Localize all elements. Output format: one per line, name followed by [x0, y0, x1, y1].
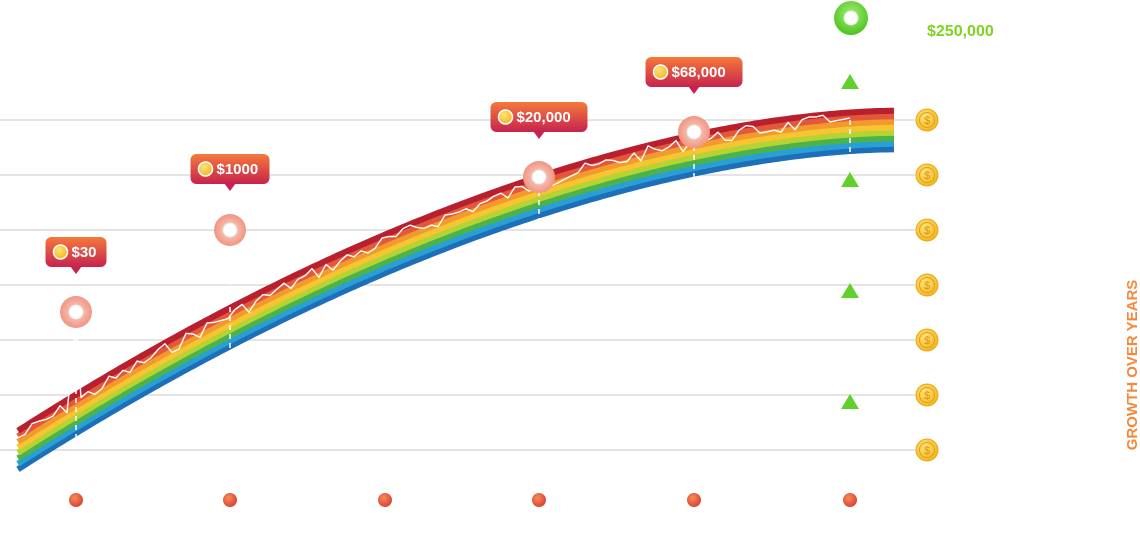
dollar-coin-icon: $	[915, 273, 939, 297]
rainbow-stripe	[16, 113, 894, 439]
dollar-coin-icon: $	[915, 163, 939, 187]
rainbow-stripe	[16, 118, 894, 445]
growth-arrows	[841, 74, 859, 409]
milestone-point	[68, 304, 84, 320]
rainbow-stripe	[16, 135, 894, 461]
svg-text:$: $	[924, 170, 930, 182]
coin-icon	[197, 161, 214, 177]
milestone-callout: $30	[45, 237, 107, 274]
milestone-label: $1000	[217, 161, 259, 178]
milestone-halos	[60, 116, 710, 328]
up-arrow-icon	[841, 74, 859, 89]
dollar-coin-icon: $	[915, 328, 939, 352]
top-milestone: $250,000	[834, 1, 994, 40]
svg-text:$: $	[924, 445, 930, 457]
rainbow-stripe	[16, 129, 894, 456]
x-axis-marker	[687, 493, 701, 507]
milestone-point	[686, 124, 702, 140]
milestone-callout: $68,000	[645, 57, 743, 94]
dollar-coin-icon: $	[915, 383, 939, 407]
rainbow-band	[16, 107, 894, 472]
dollar-coin-icon: $	[915, 438, 939, 462]
goal-label: $250,000	[927, 23, 994, 40]
svg-text:$: $	[924, 390, 930, 402]
milestone-callout: $1000	[190, 154, 270, 191]
rainbow-stripe	[16, 146, 894, 472]
rainbow-stripe	[16, 140, 894, 467]
y-axis-coin-icons: $ $ $ $ $ $ $	[915, 108, 939, 462]
svg-text:$: $	[924, 280, 930, 292]
x-axis-markers	[69, 493, 857, 507]
coin-icon	[52, 244, 69, 260]
coin-icon	[652, 64, 669, 80]
coin-icon	[497, 109, 514, 125]
x-axis-marker	[532, 493, 546, 507]
svg-text:$: $	[924, 225, 930, 237]
x-axis-marker	[223, 493, 237, 507]
milestone-callout: $20,000	[490, 102, 588, 139]
milestone-label: $30	[72, 244, 97, 261]
milestone-label: $20,000	[517, 109, 571, 126]
rainbow-stripe	[16, 124, 894, 450]
up-arrow-icon	[841, 283, 859, 298]
up-arrow-icon	[841, 172, 859, 187]
milestone-point	[531, 169, 547, 185]
goal-point	[843, 10, 859, 26]
svg-text:$: $	[924, 115, 930, 127]
milestone-label: $68,000	[672, 64, 726, 81]
dollar-coin-icon: $	[915, 218, 939, 242]
rainbow-stripe	[16, 107, 894, 434]
x-axis-marker	[378, 493, 392, 507]
milestone-droplines	[75, 120, 851, 438]
milestone-callouts: $30 $1000 $20,000 $68,000	[45, 57, 743, 274]
x-axis-marker	[69, 493, 83, 507]
y-axis-label: GROWTH OVER YEARS	[1124, 280, 1140, 451]
x-axis-marker	[843, 493, 857, 507]
dollar-coin-icon: $	[915, 108, 939, 132]
svg-text:$: $	[924, 335, 930, 347]
up-arrow-icon	[841, 394, 859, 409]
milestone-point	[222, 222, 238, 238]
